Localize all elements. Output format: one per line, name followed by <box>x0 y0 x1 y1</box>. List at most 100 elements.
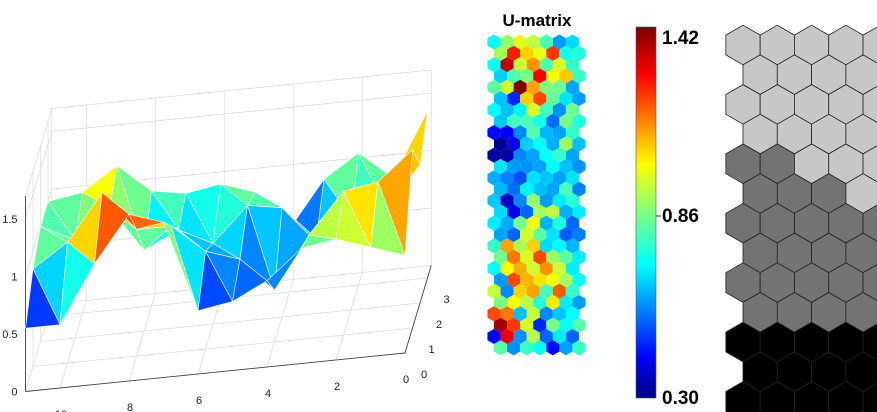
u-matrix-cell <box>520 204 534 220</box>
u-matrix-cell <box>539 238 553 254</box>
u-matrix-cell <box>513 79 527 95</box>
u-matrix-cell <box>552 34 566 50</box>
u-matrix-cell <box>559 226 573 243</box>
u-matrix-cell <box>552 260 566 277</box>
u-matrix-cell <box>559 294 573 311</box>
u-matrix-cell <box>520 113 534 129</box>
u-matrix-cell <box>513 238 527 254</box>
u-matrix-cell <box>526 193 540 209</box>
u-matrix-cell <box>487 260 501 277</box>
u-matrix-cell <box>513 215 527 231</box>
u-matrix-cell <box>513 102 527 118</box>
u-matrix-cell <box>539 306 553 322</box>
u-matrix-cell <box>552 79 566 95</box>
u-matrix-cell <box>487 170 501 186</box>
u-matrix-cell <box>539 57 553 73</box>
u-matrix-cell <box>494 181 508 197</box>
u-matrix-cell <box>494 136 508 152</box>
u-matrix-plot: U-matrix <box>487 11 586 356</box>
u-matrix-cell <box>520 159 534 175</box>
u-matrix-cell <box>572 272 586 288</box>
u-matrix-cell <box>546 68 560 84</box>
surface-facet <box>128 213 164 230</box>
y-tick-label: 3 <box>444 294 450 306</box>
u-matrix-cell <box>494 68 508 84</box>
y-tick-label: 0 <box>421 369 427 381</box>
u-matrix-cell <box>507 45 521 61</box>
u-matrix-cell <box>559 249 573 265</box>
u-matrix-cell <box>500 328 514 344</box>
surface-tick-labels: 1086420012300.511.5 <box>2 214 449 412</box>
surface-facet <box>370 181 406 256</box>
u-matrix-cell <box>507 340 521 356</box>
u-matrix-cell <box>552 102 566 118</box>
u-matrix-cell <box>559 272 573 288</box>
u-matrix-cell <box>500 147 514 163</box>
u-matrix-cell <box>559 68 573 84</box>
u-matrix-cell <box>487 79 501 95</box>
u-matrix-cell <box>539 283 553 299</box>
z-tick-label: 1.5 <box>2 214 17 226</box>
surface-plot: 1086420012300.511.5 <box>2 69 450 412</box>
u-matrix-cell <box>487 193 501 209</box>
u-matrix-cell <box>507 226 521 243</box>
x-tick-label: 8 <box>127 402 133 412</box>
u-matrix-cell <box>552 125 566 141</box>
u-matrix-cell <box>520 68 534 84</box>
u-matrix-cell <box>539 260 553 277</box>
cluster-map-plot <box>725 24 877 412</box>
u-matrix-cell <box>546 249 560 265</box>
u-matrix-cell <box>494 204 508 220</box>
u-matrix-cell <box>546 204 560 220</box>
u-matrix-cell <box>494 226 508 243</box>
u-matrix-cell <box>526 215 540 231</box>
u-matrix-cell <box>487 238 501 254</box>
u-matrix-cell <box>533 113 547 129</box>
u-matrix-cell <box>533 68 547 84</box>
x-tick-label: 10 <box>55 409 67 412</box>
u-matrix-cell <box>507 68 521 84</box>
grid-line <box>25 108 53 197</box>
u-matrix-cell <box>487 57 501 73</box>
u-matrix-cell <box>494 340 508 356</box>
u-matrix-cell <box>539 34 553 50</box>
u-matrix-cell <box>500 283 514 299</box>
u-matrix-cell <box>533 136 547 152</box>
u-matrix-cell <box>572 45 586 61</box>
u-matrix-cell <box>500 170 514 186</box>
u-matrix-cell <box>526 328 540 344</box>
u-matrix-cell <box>494 317 508 333</box>
u-matrix-cell <box>559 340 573 356</box>
u-matrix-cell <box>565 57 579 73</box>
u-matrix-cell <box>559 45 573 61</box>
u-matrix-cell <box>539 79 553 95</box>
u-matrix-cell <box>500 193 514 209</box>
u-matrix-cell <box>487 306 501 322</box>
u-matrix-cell <box>565 147 579 163</box>
u-matrix-cell <box>500 215 514 231</box>
u-matrix-cell <box>533 45 547 61</box>
u-matrix-cell <box>526 260 540 277</box>
colorbar-gradient <box>635 26 657 399</box>
u-matrix-cell <box>494 294 508 311</box>
grid-line <box>32 327 413 367</box>
u-matrix-cell <box>572 136 586 152</box>
u-matrix-cell <box>526 125 540 141</box>
u-matrix-cell <box>552 57 566 73</box>
u-matrix-cell <box>546 159 560 175</box>
u-matrix-cell <box>533 272 547 288</box>
u-matrix-cell <box>513 34 527 50</box>
u-matrix-cell <box>565 238 579 254</box>
u-matrix-cell <box>552 283 566 299</box>
u-matrix-cell <box>494 249 508 265</box>
u-matrix-cell <box>565 34 579 50</box>
u-matrix-cell <box>565 328 579 344</box>
u-matrix-cell <box>494 272 508 288</box>
u-matrix-cell <box>559 91 573 107</box>
surface-facet <box>25 267 61 329</box>
surface-facet <box>59 241 95 325</box>
z-tick-label: 0 <box>11 387 17 399</box>
x-tick-label: 2 <box>334 381 340 393</box>
u-matrix-cell <box>552 238 566 254</box>
